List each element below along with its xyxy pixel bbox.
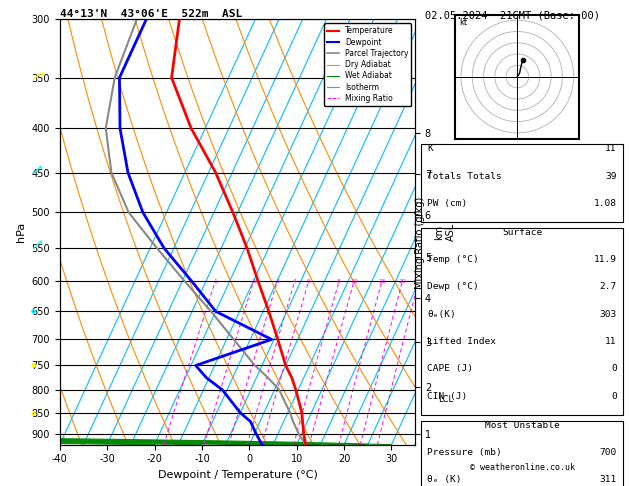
Text: 11: 11 — [605, 337, 616, 346]
Text: Surface: Surface — [502, 228, 542, 237]
Text: 0: 0 — [611, 392, 616, 400]
Text: © weatheronline.co.uk: © weatheronline.co.uk — [470, 463, 574, 472]
Text: CAPE (J): CAPE (J) — [428, 364, 474, 373]
Text: θₑ(K): θₑ(K) — [428, 310, 456, 319]
Bar — [421, 420, 623, 486]
Text: 10: 10 — [350, 278, 358, 284]
Text: K: K — [428, 144, 433, 153]
Legend: Temperature, Dewpoint, Parcel Trajectory, Dry Adiabat, Wet Adiabat, Isotherm, Mi: Temperature, Dewpoint, Parcel Trajectory… — [324, 23, 411, 106]
Text: Temp (°C): Temp (°C) — [428, 255, 479, 264]
Text: 39: 39 — [605, 172, 616, 181]
Text: 15: 15 — [378, 278, 386, 284]
Text: Dewp (°C): Dewp (°C) — [428, 282, 479, 292]
Text: 8: 8 — [337, 278, 341, 284]
Text: 2.7: 2.7 — [599, 282, 616, 292]
Y-axis label: hPa: hPa — [16, 222, 26, 242]
Text: θₑ (K): θₑ (K) — [428, 475, 462, 484]
Text: 700: 700 — [599, 448, 616, 457]
Text: kt: kt — [459, 17, 467, 27]
Text: PW (cm): PW (cm) — [428, 199, 468, 208]
Text: Mixing Ratio (g/kg): Mixing Ratio (g/kg) — [415, 197, 425, 289]
Text: 11: 11 — [605, 144, 616, 153]
Text: Totals Totals: Totals Totals — [428, 172, 502, 181]
Text: 0: 0 — [611, 364, 616, 373]
Text: 311: 311 — [599, 475, 616, 484]
Text: Most Unstable: Most Unstable — [485, 420, 559, 430]
Text: CIN (J): CIN (J) — [428, 392, 468, 400]
Text: Lifted Index: Lifted Index — [428, 337, 496, 346]
Bar — [421, 228, 623, 415]
Text: LCL: LCL — [438, 395, 454, 404]
Text: 5: 5 — [307, 278, 311, 284]
Text: 44°13'N  43°06'E  522m  ASL: 44°13'N 43°06'E 522m ASL — [60, 9, 242, 18]
Text: 1.08: 1.08 — [594, 199, 616, 208]
Text: 02.05.2024  21GMT (Base: 00): 02.05.2024 21GMT (Base: 00) — [425, 11, 599, 21]
Text: 4: 4 — [292, 278, 297, 284]
Text: 3: 3 — [276, 278, 279, 284]
Text: 2: 2 — [252, 278, 255, 284]
Text: Pressure (mb): Pressure (mb) — [428, 448, 502, 457]
Bar — [421, 144, 623, 222]
Text: 20: 20 — [398, 278, 406, 284]
Text: 11.9: 11.9 — [594, 255, 616, 264]
Text: 303: 303 — [599, 310, 616, 319]
Y-axis label: km
ASL: km ASL — [434, 223, 455, 241]
X-axis label: Dewpoint / Temperature (°C): Dewpoint / Temperature (°C) — [157, 470, 318, 480]
Text: 1: 1 — [213, 278, 217, 284]
